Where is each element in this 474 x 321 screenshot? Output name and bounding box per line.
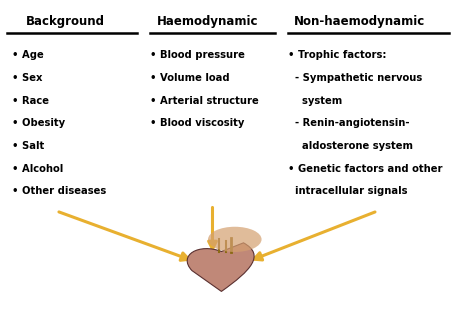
Text: system: system — [288, 96, 343, 106]
Text: Background: Background — [26, 15, 105, 28]
Text: • Genetic factors and other: • Genetic factors and other — [288, 164, 443, 174]
Text: • Arterial structure: • Arterial structure — [150, 96, 259, 106]
Text: • Obesity: • Obesity — [12, 118, 65, 128]
Text: • Salt: • Salt — [12, 141, 44, 151]
Text: • Trophic factors:: • Trophic factors: — [288, 50, 387, 60]
Text: • Sex: • Sex — [12, 73, 42, 83]
Text: Haemodynamic: Haemodynamic — [157, 15, 259, 28]
Text: aldosterone system: aldosterone system — [288, 141, 413, 151]
Text: • Blood viscosity: • Blood viscosity — [150, 118, 245, 128]
Ellipse shape — [208, 227, 262, 252]
Text: • Alcohol: • Alcohol — [12, 164, 63, 174]
Text: • Age: • Age — [12, 50, 44, 60]
Text: Non-haemodynamic: Non-haemodynamic — [294, 15, 425, 28]
Text: - Sympathetic nervous: - Sympathetic nervous — [288, 73, 423, 83]
Text: • Blood pressure: • Blood pressure — [150, 50, 245, 60]
Text: • Volume load: • Volume load — [150, 73, 229, 83]
PathPatch shape — [187, 243, 254, 291]
Text: • Other diseases: • Other diseases — [12, 187, 106, 196]
Text: • Race: • Race — [12, 96, 49, 106]
Text: intracellular signals: intracellular signals — [288, 187, 408, 196]
Text: - Renin-angiotensin-: - Renin-angiotensin- — [288, 118, 410, 128]
